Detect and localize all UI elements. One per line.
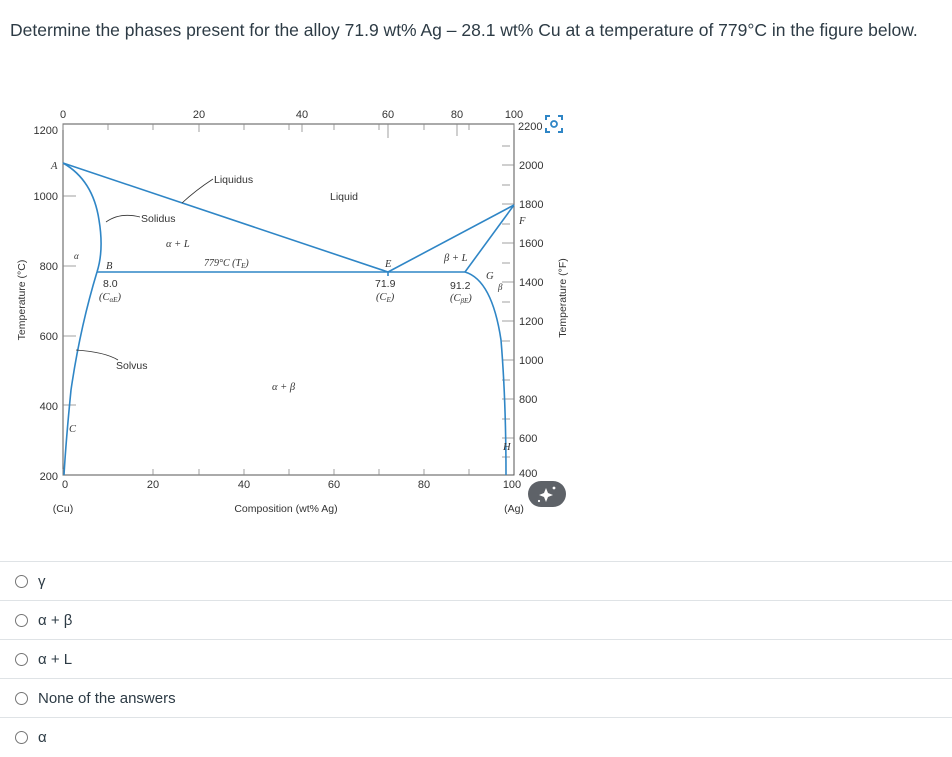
right-tick: 400 (519, 468, 537, 480)
top-tick: 60 (382, 109, 394, 121)
liquidus-label: Liquidus (214, 174, 253, 186)
point-h-label: H (502, 442, 512, 453)
solvus-line-right (464, 271, 507, 476)
phase-diagram-svg: 0 20 40 60 80 100 0 20 40 60 80 100 1200… (16, 109, 569, 515)
top-tick: 20 (193, 109, 205, 121)
point-e-label: E (384, 259, 392, 270)
c-alpha-value: 8.0 (103, 278, 118, 290)
radio-button[interactable] (15, 730, 28, 744)
top-tick: 0 (60, 109, 66, 121)
solvus-label: Solvus (116, 360, 148, 372)
point-g-label: G (486, 271, 494, 282)
axis-ticks (62, 124, 515, 475)
left-axis-title: Temperature (°C) (16, 260, 28, 341)
radio-button[interactable] (15, 652, 28, 666)
label-pointers (75, 178, 214, 361)
option-gamma[interactable]: γ (0, 561, 952, 600)
left-tick: 1200 (34, 125, 58, 137)
alpha-beta-label: α + β (272, 382, 296, 393)
right-tick: 1600 (519, 238, 543, 250)
radio-button[interactable] (15, 574, 28, 588)
x-axis-title: Composition (wt% Ag) (234, 503, 337, 515)
point-a-label: A (50, 161, 58, 172)
scan-frame-icon (545, 115, 563, 133)
bottom-tick: 100 (503, 479, 521, 491)
eutectic-temp-label: 779°C (TE) (204, 258, 249, 270)
right-tick: 800 (519, 394, 537, 406)
ai-assist-button[interactable] (528, 481, 566, 507)
right-tick: 2200 (518, 121, 542, 133)
sparkle-icon (539, 488, 553, 502)
right-tick: 600 (519, 433, 537, 445)
c-beta-value: 91.2 (450, 280, 471, 292)
option-alpha-liquid[interactable]: α + L (0, 639, 952, 678)
radio-button[interactable] (15, 613, 28, 627)
left-tick: 200 (40, 471, 58, 483)
right-axis-title: Temperature (°F) (557, 258, 569, 337)
region-labels: Liquidus Liquid Solidus Solvus (116, 174, 358, 372)
c-beta-name: (CβE) (450, 293, 472, 305)
c-e-name: (CE) (376, 292, 395, 304)
option-label: α + β (38, 611, 73, 629)
phase-diagram-figure: 0 20 40 60 80 100 0 20 40 60 80 100 1200… (0, 100, 600, 530)
bottom-tick: 60 (328, 479, 340, 491)
left-tick: 400 (40, 401, 58, 413)
right-tick: 1200 (519, 316, 543, 328)
option-label: None of the answers (38, 689, 176, 707)
right-tick: 1000 (519, 355, 543, 367)
top-axis-labels: 0 20 40 60 80 100 (60, 109, 523, 121)
top-tick: 40 (296, 109, 308, 121)
bottom-axis-labels: 0 20 40 60 80 100 (62, 479, 521, 491)
bottom-tick: 80 (418, 479, 430, 491)
scan-lens-icon (550, 120, 558, 128)
right-tick: 1800 (519, 199, 543, 211)
alpha-liquid-label: α + L (166, 239, 190, 250)
option-alpha-beta[interactable]: α + β (0, 600, 952, 639)
option-label: α + L (38, 650, 73, 668)
right-axis-labels: 2200 2000 1800 1600 1400 1200 1000 800 6… (518, 121, 543, 480)
plot-frame (62, 123, 515, 476)
question-text: Determine the phases present for the all… (10, 20, 918, 40)
option-label: γ (38, 572, 46, 590)
bottom-tick: 0 (62, 479, 68, 491)
bottom-tick: 40 (238, 479, 250, 491)
solvus-line-left (63, 271, 98, 476)
point-f-label: F (518, 216, 526, 227)
left-axis-labels: 1200 1000 800 600 400 200 (34, 125, 58, 483)
phase-labels: α + L α β + L β α + β A B C E F G H (50, 161, 526, 453)
solidus-line-right (464, 204, 515, 273)
visual-search-button[interactable] (543, 113, 565, 135)
answer-options: γ α + β α + L None of the answers α (0, 561, 952, 756)
solidus-line-left (62, 162, 102, 273)
point-c-label: C (69, 424, 77, 435)
cu-end-label: (Cu) (53, 503, 73, 515)
liquid-region-label: Liquid (330, 191, 358, 203)
c-e-value: 71.9 (375, 278, 396, 290)
bottom-tick: 20 (147, 479, 159, 491)
liquidus-line-left (62, 162, 389, 273)
c-alpha-name: (CαE) (99, 292, 121, 304)
alpha-label: α (74, 251, 79, 261)
radio-button[interactable] (15, 691, 28, 705)
right-tick: 1400 (519, 277, 543, 289)
top-tick: 80 (451, 109, 463, 121)
left-tick: 600 (40, 331, 58, 343)
right-tick: 2000 (519, 160, 543, 172)
left-tick: 1000 (34, 191, 58, 203)
option-none[interactable]: None of the answers (0, 678, 952, 717)
solidus-label: Solidus (141, 213, 175, 225)
option-label: α (38, 728, 47, 746)
beta-liquid-label: β + L (443, 253, 468, 264)
beta-label: β (497, 282, 503, 292)
liquidus-line-right (387, 204, 515, 273)
ag-end-label: (Ag) (504, 503, 524, 515)
option-alpha[interactable]: α (0, 717, 952, 756)
point-b-label: B (106, 261, 113, 272)
left-tick: 800 (40, 261, 58, 273)
composition-labels: 8.0 (CαE) 71.9 (CE) 91.2 (CβE) (99, 278, 472, 305)
phase-boundaries (62, 162, 515, 476)
top-tick: 100 (505, 109, 523, 121)
